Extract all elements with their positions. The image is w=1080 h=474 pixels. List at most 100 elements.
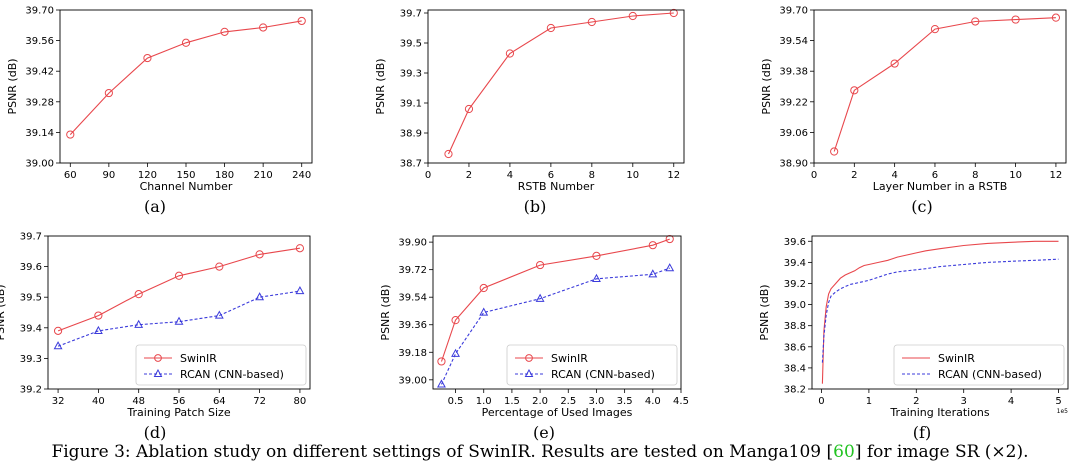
y-tick-label: 39.0 bbox=[784, 300, 806, 311]
x-tick-label: 3.0 bbox=[589, 396, 605, 407]
x-axis-title: Channel Number bbox=[140, 180, 233, 193]
x-tick-label: 2.5 bbox=[560, 396, 576, 407]
x-tick-label: 4 bbox=[1008, 396, 1014, 407]
x-axis-offset-label: 1e5 bbox=[1057, 408, 1069, 415]
y-tick-label: 39.28 bbox=[25, 97, 54, 108]
x-axis-title: Training Patch Size bbox=[126, 406, 230, 419]
x-tick-label: 3.5 bbox=[617, 396, 633, 407]
chart-panel-d: 32 40 48 56 64 72 80 39.2 39.3 39.4 39.5 39.6 39.7 Tr… bbox=[0, 232, 311, 442]
panel-label: (a) bbox=[144, 197, 166, 216]
series-line-swinir bbox=[821, 240, 1059, 384]
data-point bbox=[215, 262, 224, 271]
series-line-swinir bbox=[69, 20, 302, 135]
data-point bbox=[53, 341, 63, 350]
y-tick-label: 39.00 bbox=[25, 159, 54, 170]
data-point bbox=[255, 292, 265, 301]
panel-label: (e) bbox=[533, 423, 555, 442]
x-tick-label: 1 bbox=[866, 396, 872, 407]
x-tick-label: 12 bbox=[667, 170, 680, 181]
series-line-swinir bbox=[447, 12, 674, 155]
legend-label: RCAN (CNN-based) bbox=[551, 368, 655, 381]
y-tick-label: 39.38 bbox=[779, 67, 808, 78]
series-line-swinir bbox=[440, 238, 670, 362]
data-point bbox=[464, 104, 474, 114]
data-point bbox=[104, 88, 113, 98]
data-point bbox=[665, 263, 675, 272]
y-tick-label: 38.7 bbox=[400, 159, 422, 170]
data-point bbox=[53, 326, 63, 335]
data-point bbox=[535, 293, 545, 302]
x-tick-label: 90 bbox=[102, 170, 115, 181]
x-tick-label: 64 bbox=[213, 396, 226, 407]
x-tick-label: 48 bbox=[132, 396, 145, 407]
chart-panel-c: 0 2 4 6 8 10 12 38.90 39.06 39.22 39.38 39.54 39.70 L… bbox=[760, 6, 1067, 216]
x-tick-label: 12 bbox=[1050, 170, 1063, 181]
data-point bbox=[220, 27, 229, 36]
y-tick-label: 39.6 bbox=[784, 237, 806, 248]
legend: SwinIR RCAN (CNN-based) bbox=[506, 344, 678, 386]
y-axis-title: PSNR (dB) bbox=[379, 284, 392, 340]
plot-frame bbox=[427, 9, 685, 164]
legend-label: SwinIR bbox=[180, 352, 217, 365]
data-point bbox=[628, 11, 637, 21]
x-axis-title: Training Iterations bbox=[889, 406, 990, 419]
legend-marker bbox=[525, 354, 533, 362]
x-tick-label: 10 bbox=[1009, 170, 1022, 181]
legend-box bbox=[506, 344, 678, 386]
caption-text-before: Figure 3: Ablation study on different se… bbox=[51, 442, 834, 462]
y-tick-label: 39.42 bbox=[25, 67, 54, 78]
data-point bbox=[444, 149, 453, 159]
x-tick-label: 240 bbox=[292, 170, 311, 181]
data-point bbox=[830, 147, 839, 156]
x-tick-label: 4 bbox=[507, 170, 513, 181]
data-point bbox=[1051, 13, 1061, 22]
data-point bbox=[479, 307, 489, 316]
data-point bbox=[890, 59, 899, 68]
y-tick-label: 39.4 bbox=[20, 323, 42, 334]
x-tick-label: 72 bbox=[253, 396, 266, 407]
panel-label: (f) bbox=[913, 423, 931, 442]
y-tick-label: 38.6 bbox=[784, 342, 806, 353]
y-tick-label: 39.72 bbox=[398, 265, 427, 276]
x-tick-label: 56 bbox=[173, 396, 186, 407]
y-tick-label: 39.5 bbox=[20, 293, 42, 304]
y-tick-label: 39.18 bbox=[398, 348, 427, 359]
data-point bbox=[546, 23, 555, 33]
y-tick-label: 39.7 bbox=[20, 232, 42, 243]
data-point bbox=[437, 379, 446, 388]
y-axis-title: PSNR (dB) bbox=[0, 284, 7, 340]
x-tick-label: 2.0 bbox=[532, 396, 548, 407]
y-tick-label: 39.3 bbox=[20, 354, 42, 365]
data-point bbox=[850, 86, 859, 95]
y-tick-label: 39.7 bbox=[400, 9, 422, 20]
citation-link[interactable]: 60 bbox=[833, 442, 855, 462]
x-tick-label: 10 bbox=[626, 170, 639, 181]
series-line-swinir bbox=[833, 17, 1056, 152]
x-tick-label: 1.5 bbox=[504, 396, 520, 407]
data-point bbox=[587, 17, 596, 27]
data-point bbox=[665, 234, 674, 244]
x-tick-label: 4.5 bbox=[673, 396, 689, 407]
y-axis-title: PSNR (dB) bbox=[760, 58, 773, 114]
x-tick-label: 0 bbox=[425, 170, 431, 181]
data-point bbox=[94, 311, 103, 320]
data-point bbox=[648, 241, 657, 250]
y-tick-label: 38.4 bbox=[784, 363, 806, 374]
data-point bbox=[295, 244, 305, 253]
x-axis-title: Layer Number in a RSTB bbox=[873, 180, 1008, 193]
y-tick-label: 39.14 bbox=[25, 128, 54, 139]
legend-label: RCAN (CNN-based) bbox=[180, 368, 284, 381]
y-tick-label: 39.22 bbox=[779, 97, 808, 108]
legend-marker bbox=[524, 368, 534, 377]
x-tick-label: 60 bbox=[64, 170, 77, 181]
data-point bbox=[214, 310, 224, 319]
y-tick-label: 39.4 bbox=[784, 258, 806, 269]
caption-text-after: ] for image SR (×2). bbox=[854, 442, 1029, 462]
data-point bbox=[592, 273, 601, 282]
y-tick-label: 39.2 bbox=[784, 279, 806, 290]
data-point bbox=[143, 53, 152, 63]
x-tick-label: 210 bbox=[254, 170, 273, 181]
x-tick-label: 2 bbox=[913, 396, 919, 407]
panel-label: (d) bbox=[144, 423, 167, 442]
